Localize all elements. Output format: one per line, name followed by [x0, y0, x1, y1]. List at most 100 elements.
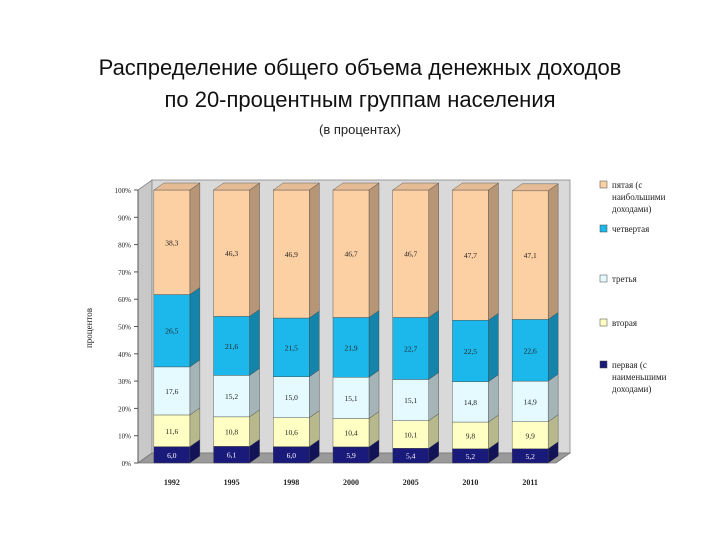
bar-top — [153, 182, 201, 191]
legend-swatch — [599, 180, 608, 189]
data-label: 21,6 — [225, 342, 238, 351]
y-tick-label: 60% — [118, 296, 131, 304]
data-label: 6,1 — [227, 451, 237, 460]
bar-segment — [213, 375, 250, 418]
bar-segment — [332, 189, 370, 318]
legend-swatch — [599, 360, 608, 369]
data-label: 14,8 — [464, 398, 477, 407]
data-label: 9,8 — [466, 431, 476, 440]
bar-segment — [153, 294, 191, 368]
y-tick-label: 30% — [118, 378, 131, 386]
bar-top — [332, 182, 380, 191]
bar-segment-side — [488, 374, 499, 423]
data-label: 6,0 — [167, 451, 177, 460]
bar-segment — [511, 190, 549, 320]
bar-segment — [452, 421, 489, 450]
legend-label: третья — [612, 274, 637, 284]
bar-segment — [153, 366, 191, 416]
y-tick-label: 20% — [118, 405, 131, 413]
data-label: 46,9 — [285, 250, 298, 259]
bar-segment — [452, 320, 489, 382]
bar-segment — [273, 417, 310, 447]
bar-segment — [273, 317, 310, 377]
bar-segment-side — [368, 182, 380, 318]
chart-subtitle: (в процентах) — [319, 122, 401, 137]
bar-segment-side — [488, 312, 499, 383]
x-tick-label: 1995 — [224, 478, 240, 487]
bar-segment-side — [428, 182, 439, 318]
data-label: 26,5 — [165, 327, 178, 336]
data-label: 38,3 — [165, 238, 178, 247]
data-label: 10,4 — [344, 429, 357, 438]
bar-segment-side — [189, 287, 201, 368]
bar-segment-side — [309, 369, 320, 419]
bar-segment-side — [547, 312, 559, 382]
bar-segment-side — [547, 373, 559, 423]
bar-segment — [273, 189, 310, 319]
legend-swatch — [599, 274, 608, 283]
y-tick-label: 100% — [115, 187, 132, 195]
bar-top — [212, 182, 261, 191]
bar-segment — [273, 376, 310, 418]
x-tick-label: 1998 — [283, 478, 299, 487]
data-label: 11,6 — [165, 427, 178, 436]
x-tick-label: 1992 — [164, 478, 180, 487]
data-label: 5,4 — [406, 452, 416, 461]
x-tick-label: 2005 — [403, 478, 419, 487]
data-label: 15,0 — [285, 393, 298, 402]
bar-segment — [511, 319, 549, 382]
bar-top — [451, 182, 500, 191]
data-label: 22,5 — [464, 347, 477, 356]
bar-segment-side — [368, 310, 380, 378]
legend-swatch — [599, 318, 608, 327]
data-label: 5,2 — [525, 452, 535, 461]
data-label: 10,8 — [225, 428, 238, 437]
data-label: 17,6 — [165, 387, 178, 396]
bar-segment-side — [189, 182, 201, 295]
y-axis-label: процентов — [84, 308, 94, 348]
legend-label: пятая (с наибольшими доходами) — [612, 180, 666, 214]
data-label: 6,0 — [287, 451, 297, 460]
bar-segment — [392, 189, 429, 318]
y-tick-label: 10% — [118, 433, 131, 441]
bar-segment-side — [249, 367, 260, 418]
bar-segment — [213, 316, 250, 376]
bar-segment-side — [309, 182, 320, 319]
bar-segment — [511, 421, 549, 450]
bar-segment-side — [488, 182, 499, 321]
data-label: 5,9 — [346, 451, 356, 460]
data-label: 10,1 — [404, 430, 417, 439]
bar-segment-side — [428, 372, 439, 422]
data-label: 47,1 — [524, 251, 537, 260]
data-label: 14,9 — [524, 397, 537, 406]
bar-segment — [213, 189, 250, 317]
bar-segment — [153, 189, 191, 295]
y-tick-label: 50% — [118, 324, 131, 332]
data-label: 22,6 — [524, 346, 537, 355]
bar-top — [272, 182, 320, 191]
bar-top — [511, 183, 559, 192]
bar-segment — [332, 418, 370, 448]
bar-segment-side — [547, 183, 559, 320]
data-label: 47,7 — [464, 251, 477, 260]
y-tick-label: 90% — [118, 214, 131, 222]
data-label: 15,1 — [404, 396, 417, 405]
y-tick-label: 80% — [118, 242, 131, 250]
bar-segment-side — [249, 309, 260, 376]
bar-segment — [392, 420, 429, 449]
legend-label: вторая — [612, 318, 637, 328]
legend-swatch — [599, 224, 608, 233]
data-label: 46,7 — [404, 250, 417, 259]
x-tick-label: 2010 — [462, 478, 478, 487]
bar-segment-side — [309, 310, 320, 378]
bar-segment — [452, 189, 489, 321]
data-label: 46,7 — [344, 250, 357, 259]
data-label: 21,5 — [285, 343, 298, 352]
data-label: 15,1 — [344, 394, 357, 403]
y-tick-label: 70% — [118, 269, 131, 277]
data-label: 46,3 — [225, 249, 238, 258]
x-tick-label: 2000 — [343, 478, 359, 487]
bar-segment-side — [249, 182, 260, 317]
legend-label: первая (с наименьшими доходами) — [612, 360, 667, 394]
chart-title-line2: по 20-процентным группам населения — [164, 87, 556, 112]
